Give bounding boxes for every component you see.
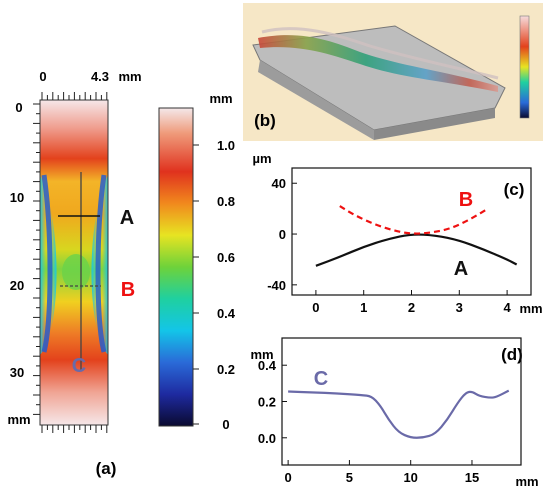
series-label-a: A <box>454 258 468 280</box>
chart-d-plot: 0 5 10 15 0.4 0.2 0.0 C <box>258 337 522 485</box>
x-tick-label: 15 <box>465 470 479 485</box>
line-label-b: B <box>121 279 135 301</box>
specimen-front <box>374 108 495 140</box>
x-tick-label: 5 <box>346 470 353 485</box>
panel-d: mm mm (d) 0 5 10 15 0.4 0.2 0.0 C <box>250 337 539 489</box>
x-tick-label: 4 <box>503 300 511 315</box>
panel-c-y-unit: µm <box>252 151 271 166</box>
x-tick-label: 0 <box>312 300 319 315</box>
y-tick-label: 0.2 <box>258 395 276 410</box>
colorbar-tick-0-8: 0.8 <box>217 194 235 209</box>
panel-c-x-unit: mm <box>519 301 542 316</box>
colorbar-tick-1-0: 1.0 <box>217 138 235 153</box>
left-axis-tick-10: 10 <box>10 190 24 205</box>
colorbar-tick-0-6: 0.6 <box>217 250 235 265</box>
y-tick-label: 0.4 <box>258 358 277 373</box>
panel-a-label: (a) <box>96 459 117 478</box>
chart-c-plot: 0 1 2 3 4 40 0 -40 A B <box>267 167 532 315</box>
x-tick-label: 1 <box>360 300 367 315</box>
series-label-c: C <box>314 368 328 390</box>
series-line-b <box>339 205 489 235</box>
colorbar-tick-0: 0 <box>222 417 229 432</box>
x-tick-label: 2 <box>408 300 415 315</box>
left-axis-tick-20: 20 <box>10 278 24 293</box>
line-label-c: C <box>72 355 86 377</box>
surface-scan <box>258 35 498 92</box>
top-axis-unit: mm <box>118 69 141 84</box>
series-label-b: B <box>459 189 473 211</box>
colorbar-tick-0-4: 0.4 <box>217 306 236 321</box>
specimen-side <box>258 60 374 140</box>
panel-b: (b) <box>243 3 543 141</box>
panel-d-label: (d) <box>501 345 523 364</box>
y-tick-label: -40 <box>267 278 286 293</box>
colorbar-ticks <box>193 144 199 425</box>
panel-b-colorbar <box>519 15 530 119</box>
panel-a: 0 4.3 mm 0 10 20 30 mm A B C mm <box>7 69 235 478</box>
colorbar <box>158 107 194 427</box>
y-tick-label: 0.0 <box>258 431 276 446</box>
left-axis-tick-30: 30 <box>10 365 24 380</box>
series-line-a <box>315 233 518 267</box>
map-right-dark-band <box>95 174 107 353</box>
y-tick-label: 40 <box>272 176 286 191</box>
left-axis-unit: mm <box>7 412 30 427</box>
map-green-spot <box>62 254 90 290</box>
panel-c: µm mm (c) 0 1 2 3 4 40 0 -40 A B <box>252 151 542 316</box>
panel-c-label: (c) <box>504 180 525 199</box>
y-tick-label: 0 <box>279 227 286 242</box>
panel-d-x-unit: mm <box>515 474 538 489</box>
colorbar-unit: mm <box>209 91 232 106</box>
x-tick-label: 0 <box>285 470 292 485</box>
top-axis-tick-0: 0 <box>39 69 46 84</box>
panel-b-label: (b) <box>254 111 276 130</box>
colorbar-tick-0-2: 0.2 <box>217 362 235 377</box>
map-left-dark-band <box>41 174 53 353</box>
plot-frame <box>291 167 532 296</box>
left-axis-tick-0: 0 <box>15 100 22 115</box>
x-tick-label: 10 <box>403 470 417 485</box>
plot-frame <box>281 337 522 466</box>
top-axis-tick-4-3: 4.3 <box>91 69 109 84</box>
map-ruler-ticks <box>33 92 108 433</box>
panel-d-y-unit: mm <box>250 347 273 362</box>
surface-ridge <box>261 27 499 80</box>
line-label-a: A <box>120 207 134 229</box>
series-line-c <box>288 389 510 439</box>
x-tick-label: 3 <box>456 300 463 315</box>
